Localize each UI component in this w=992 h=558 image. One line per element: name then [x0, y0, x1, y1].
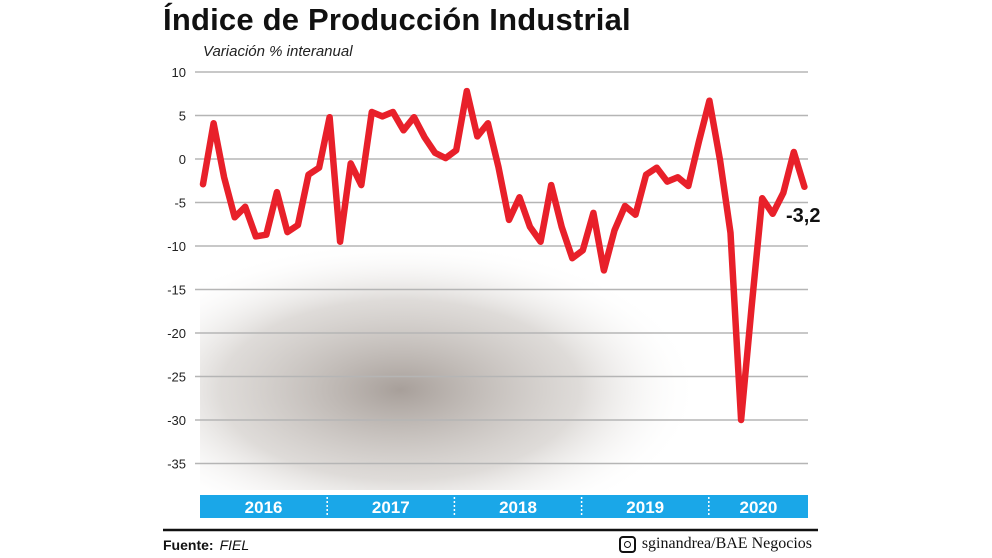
source-value: FIEL: [219, 537, 250, 553]
y-tick-label: 10: [172, 65, 186, 80]
chart-title: Índice de Producción Industrial: [163, 2, 631, 37]
x-tick-label: 2016: [245, 498, 283, 517]
background-photo: [200, 240, 700, 490]
credit: sginandrea/BAE Negocios: [618, 535, 812, 553]
last-value-label: -3,2: [786, 205, 820, 227]
x-tick-label: 2020: [739, 498, 777, 517]
y-tick-label: -5: [174, 196, 186, 211]
y-tick-label: 0: [179, 152, 186, 167]
y-tick-label: -35: [167, 457, 186, 472]
x-tick-label: 2019: [626, 498, 664, 517]
instagram-icon: [618, 535, 636, 553]
y-tick-label: -15: [167, 283, 186, 298]
y-tick-label: 5: [179, 109, 186, 124]
x-tick-label: 2018: [499, 498, 537, 517]
y-tick-label: -10: [167, 239, 186, 254]
credit-text: sginandrea/BAE Negocios: [641, 535, 812, 552]
x-tick-label: 2017: [372, 498, 410, 517]
y-tick-label: -30: [167, 413, 186, 428]
y-tick-label: -25: [167, 370, 186, 385]
series-line: [199, 87, 808, 424]
y-tick-label: -20: [167, 326, 186, 341]
source: Fuente: FIEL: [163, 537, 249, 553]
year-band: [200, 495, 808, 518]
source-label: Fuente:: [163, 537, 214, 553]
chart-subtitle: Variación % interanual: [203, 43, 353, 60]
